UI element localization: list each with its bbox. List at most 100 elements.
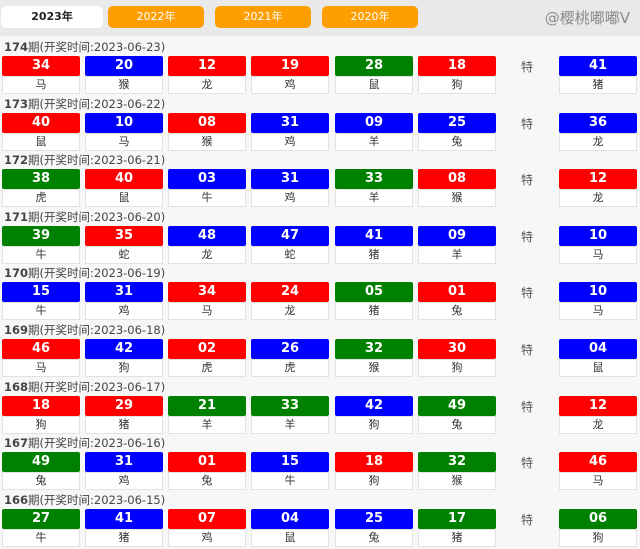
ball-number: 31 [85,452,163,473]
zodiac: 狗 [335,472,413,491]
zodiac: 牛 [251,472,329,491]
zodiac: 猪 [418,528,496,547]
ball-number: 31 [251,169,329,190]
zodiac: 兔 [418,302,496,321]
draw-row: 172期(开奖时间:2023-06-21) 38 虎 40 鼠 03 牛 31 鸡 33 羊 08 猴特… [0,149,640,208]
ball-number: 34 [168,282,246,303]
ball-number: 03 [168,169,246,190]
ball-number: 42 [335,395,413,416]
ball: 33 羊 [251,395,329,434]
zodiac: 鼠 [251,528,329,547]
tab-2021[interactable]: 2021年 [215,6,311,28]
zodiac: 兔 [418,132,496,151]
special-ball: 06 狗 [559,508,637,547]
ball-number: 41 [559,56,637,76]
ball: 08 猴 [418,169,496,208]
special-label: 特 [521,116,534,131]
ball-number: 40 [85,169,163,190]
zodiac: 龙 [168,245,246,264]
ball-number: 40 [2,112,80,133]
draw-date: 期(开奖时间:2023-06-15) [28,492,166,507]
ball: 01 兔 [418,282,496,321]
ball-number: 46 [2,338,80,359]
ball: 15 牛 [2,282,80,321]
ball: 25 兔 [418,112,496,151]
ball: 15 牛 [251,452,329,491]
issue-number: 168 [4,379,29,394]
ball: 01 兔 [168,452,246,491]
zodiac: 猪 [85,528,163,547]
zodiac: 马 [85,132,163,151]
ball: 07 鸡 [168,508,246,547]
ball: 18 狗 [335,452,413,491]
ball-number: 09 [418,225,496,246]
ball-number: 49 [418,395,496,416]
ball: 19 鸡 [251,56,329,94]
draw-header: 173期(开奖时间:2023-06-22) [4,96,165,112]
zodiac: 龙 [168,76,246,94]
ball: 02 虎 [168,338,246,377]
zodiac: 猴 [418,472,496,491]
ball-number: 46 [559,452,637,473]
ball-number: 10 [559,225,637,246]
ball-number: 27 [2,508,80,529]
zodiac: 兔 [335,528,413,547]
ball-number: 17 [418,508,496,529]
tab-2020[interactable]: 2020年 [322,6,418,28]
ball: 31 鸡 [85,452,163,491]
ball: 49 兔 [418,395,496,434]
special-ball: 41 猪 [559,56,637,94]
ball-number: 38 [2,169,80,190]
ball-number: 18 [418,56,496,76]
tab-2022[interactable]: 2022年 [108,6,204,28]
draw-header: 168期(开奖时间:2023-06-17) [4,379,165,395]
ball-number: 41 [335,225,413,246]
ball: 39 牛 [2,225,80,264]
zodiac: 狗 [418,358,496,377]
ball-number: 47 [251,225,329,246]
ball-number: 08 [418,169,496,190]
zodiac: 鸡 [251,189,329,208]
ball-number: 09 [335,112,413,133]
draw-date: 期(开奖时间:2023-06-23) [28,40,166,54]
draw-header: 171期(开奖时间:2023-06-20) [4,209,165,225]
tab-2023[interactable]: 2023年 [1,6,103,28]
ball: 04 鼠 [251,508,329,547]
special-label: 特 [521,456,534,471]
ball: 09 羊 [418,225,496,264]
ball: 42 狗 [85,338,163,377]
zodiac: 鸡 [85,302,163,321]
ball: 20 猴 [85,56,163,94]
zodiac: 蛇 [85,245,163,264]
draw-date: 期(开奖时间:2023-06-22) [28,96,166,111]
zodiac: 兔 [418,415,496,434]
zodiac: 鸡 [168,528,246,547]
ball: 32 猴 [418,452,496,491]
ball-number: 25 [335,508,413,529]
ball-number: 30 [418,338,496,359]
draw-header: 167期(开奖时间:2023-06-16) [4,435,165,451]
ball: 41 猪 [335,225,413,264]
zodiac: 牛 [168,189,246,208]
zodiac: 马 [559,302,637,321]
ball-number: 12 [168,56,246,76]
issue-number: 170 [4,266,29,281]
zodiac: 兔 [168,472,246,491]
ball: 29 猪 [85,395,163,434]
special-label: 特 [521,60,534,74]
ball: 32 猴 [335,338,413,377]
zodiac: 牛 [2,245,80,264]
draw-date: 期(开奖时间:2023-06-16) [28,436,166,451]
special-ball: 10 马 [559,282,637,321]
special-label: 特 [521,342,534,357]
ball-number: 04 [559,338,637,359]
ball-number: 48 [168,225,246,246]
ball-number: 12 [559,395,637,416]
ball: 34 马 [168,282,246,321]
special-ball: 12 龙 [559,395,637,434]
zodiac: 虎 [251,358,329,377]
ball-number: 32 [418,452,496,473]
draw-header: 174期(开奖时间:2023-06-23) [4,39,165,55]
ball-number: 21 [168,395,246,416]
issue-number: 172 [4,153,29,168]
